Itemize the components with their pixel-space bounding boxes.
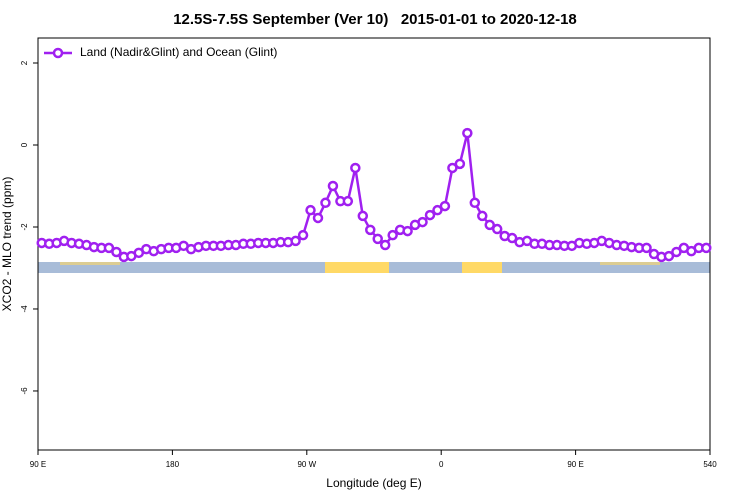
data-point: [327, 180, 339, 192]
x-tick-label: 180: [166, 460, 180, 469]
y-tick-label: -2: [20, 223, 29, 231]
data-point: [424, 209, 436, 221]
data-point: [671, 246, 682, 258]
data-point: [297, 229, 309, 241]
data-point: [439, 200, 451, 212]
data-point: [484, 219, 495, 231]
data-point: [462, 127, 473, 139]
chart-title: 12.5S-7.5S September (Ver 10) 2015-01-01…: [173, 11, 577, 28]
data-point: [663, 250, 675, 262]
data-point: [701, 242, 712, 254]
data-point: [387, 229, 398, 241]
y-tick-label: 2: [20, 60, 29, 65]
legend-marker: [52, 47, 64, 59]
y-tick-label: -4: [20, 305, 29, 313]
x-tick-label: 540: [703, 460, 717, 469]
y-axis-label: XCO2 - MLO trend (ppm): [0, 177, 14, 312]
land-band: [60, 262, 120, 265]
land-band: [462, 262, 502, 273]
legend-label: Land (Nadir&Glint) and Ocean (Glint): [80, 45, 277, 59]
data-point: [379, 239, 391, 251]
data-point: [342, 195, 354, 207]
x-tick-label: 0: [439, 460, 444, 469]
data-point: [372, 233, 383, 245]
land-ocean-band: [38, 262, 710, 273]
data-point: [432, 204, 443, 216]
data-point: [447, 162, 458, 174]
data-point: [357, 210, 369, 222]
data-point: [365, 224, 376, 236]
data-point: [641, 242, 652, 254]
data-point: [320, 197, 331, 209]
land-band: [600, 262, 660, 265]
data-point: [402, 225, 413, 237]
y-tick-label: 0: [20, 142, 29, 147]
data-point: [491, 223, 503, 235]
data-point: [103, 242, 115, 254]
data-point: [454, 158, 466, 170]
data-point: [312, 212, 324, 224]
land-band: [325, 262, 389, 273]
data-point: [350, 162, 361, 174]
data-point: [469, 197, 481, 209]
y-tick-label: -6: [20, 387, 29, 395]
data-point: [290, 235, 301, 247]
data-point: [305, 204, 316, 216]
data-point: [111, 246, 122, 258]
x-axis-label: Longitude (deg E): [326, 476, 421, 490]
x-tick-label: 90 E: [567, 460, 583, 469]
data-point: [477, 210, 488, 222]
x-tick-label: 90 W: [297, 460, 316, 469]
data-point: [506, 232, 518, 244]
data-point: [417, 216, 428, 228]
x-tick-label: 90 E: [30, 460, 46, 469]
